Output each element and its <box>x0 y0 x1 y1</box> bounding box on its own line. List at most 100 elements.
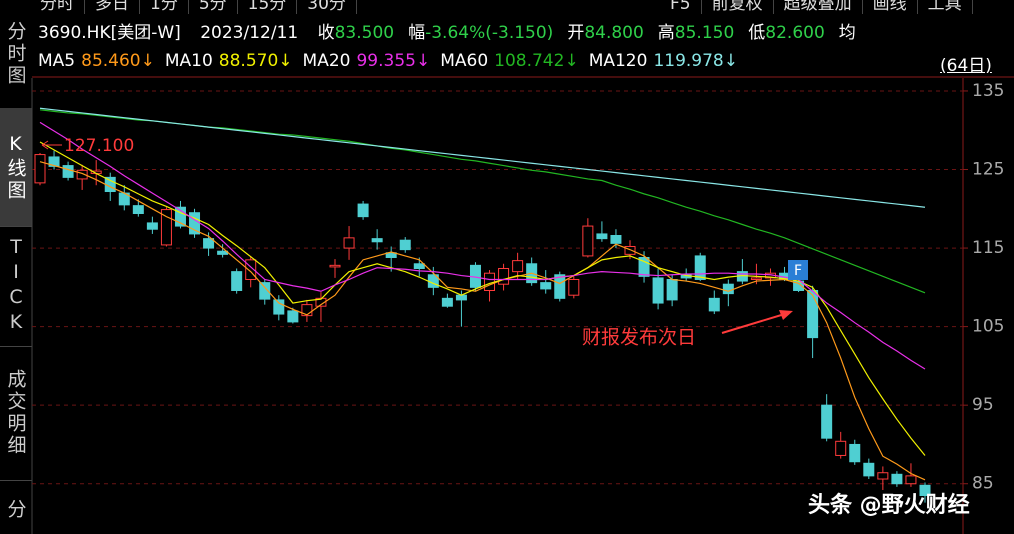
candle-body <box>203 238 215 249</box>
candle-body <box>455 294 467 301</box>
y-tick-label: 95 <box>972 395 994 415</box>
y-tick-label: 85 <box>972 474 994 494</box>
candle-body <box>132 205 144 215</box>
candle-body <box>189 212 201 235</box>
tab[interactable]: 1分 <box>140 0 189 14</box>
quote-label: 均 <box>838 23 856 43</box>
candle-body <box>891 473 903 485</box>
candle-body <box>259 282 271 300</box>
candle-body <box>554 274 566 299</box>
legend-name: MA5 <box>38 51 76 71</box>
candle-body <box>273 299 285 315</box>
max-label: 127.100 <box>64 136 134 156</box>
symbol: 3690.HK[美团-W] <box>38 23 181 43</box>
candle-body <box>877 472 889 480</box>
ma-line <box>39 141 926 456</box>
legend-value: 108.742↓ <box>494 51 579 71</box>
candle-body <box>722 283 734 295</box>
watermark: 头条 @野火财经 <box>808 492 970 518</box>
candle-body <box>329 264 341 268</box>
candle-body <box>694 255 706 280</box>
period-button[interactable]: (64日) <box>940 56 992 76</box>
candle-body <box>750 277 762 280</box>
tab-bar: 分时 多日 1分 5分 15分 30分 <box>30 0 357 14</box>
candle-body <box>357 203 369 218</box>
side-tab[interactable]: 成交明细 <box>0 346 32 481</box>
candle-body <box>821 404 833 439</box>
tab[interactable]: 5分 <box>189 0 238 14</box>
candle-body <box>568 278 580 296</box>
candle-body <box>596 233 608 240</box>
ma-line <box>39 121 926 370</box>
date: 2023/12/11 <box>200 23 299 43</box>
y-tick-label: 115 <box>972 238 1004 258</box>
tab[interactable]: 分时 <box>30 0 85 14</box>
y-tick-label: 125 <box>972 160 1004 180</box>
candle-body <box>863 462 875 477</box>
candle-body <box>231 271 243 291</box>
event-arrowhead <box>779 310 793 320</box>
candle-body <box>540 282 552 290</box>
side-label: K线图 <box>4 132 27 202</box>
tool[interactable]: F5 <box>660 0 702 14</box>
quote-label: 幅 <box>408 23 426 43</box>
ma-line <box>39 161 926 481</box>
candle-body <box>441 297 453 307</box>
candle-body <box>371 238 383 243</box>
legend-name: MA60 <box>440 51 489 71</box>
y-tick-label: 135 <box>972 81 1004 101</box>
ma-line <box>39 107 926 208</box>
side-tab[interactable]: TICK <box>0 226 32 347</box>
quote-value: 84.800 <box>584 23 644 43</box>
candle-body <box>301 304 313 317</box>
candle-body <box>638 256 650 277</box>
legend-name: MA120 <box>588 51 648 71</box>
legend-value: 99.355↓ <box>356 51 431 71</box>
side-label: 分时图 <box>4 21 27 87</box>
side-label: 成交明细 <box>4 369 27 457</box>
event-label: 财报发布次日 <box>582 327 696 349</box>
tool[interactable]: 画线 <box>863 0 918 14</box>
tab[interactable]: 15分 <box>238 0 298 14</box>
tab[interactable]: 多日 <box>85 0 140 14</box>
candle-body <box>512 260 524 273</box>
quote-value: 85.150 <box>674 23 735 43</box>
candle-body <box>835 440 847 456</box>
candle-body <box>287 310 299 323</box>
ma-legend: MA5 85.460↓ MA10 88.570↓ MA20 99.355↓ MA60 108.… <box>38 51 738 71</box>
side-tab[interactable]: K线图 <box>0 108 32 227</box>
quote-label: 收 <box>317 23 335 43</box>
quote-label: 高 <box>657 23 675 43</box>
candle-body <box>919 484 931 497</box>
annotation-arrowhead <box>41 140 49 150</box>
candle-body <box>905 475 917 485</box>
event-arrow <box>721 312 789 334</box>
candle-body <box>62 165 74 178</box>
tool[interactable]: 前复权 <box>702 0 774 14</box>
candle-body <box>413 263 425 269</box>
candle-body <box>399 239 411 251</box>
tab[interactable]: 30分 <box>297 0 357 14</box>
legend-name: MA20 <box>302 51 351 71</box>
tool[interactable]: 超级叠加 <box>774 0 863 14</box>
candle-body <box>146 222 158 230</box>
candle-body <box>498 267 510 285</box>
side-label: TICK <box>5 236 27 336</box>
candle-body <box>582 225 594 257</box>
quote-header: 3690.HK[美团-W] 2023/12/11 收83.500 幅-3.64%(… <box>38 18 856 43</box>
candle-body <box>624 245 636 255</box>
legend-value: 88.570↓ <box>218 51 293 71</box>
candle-body <box>610 234 622 244</box>
candle-body <box>160 209 172 246</box>
candle-body <box>666 278 678 301</box>
side-tab[interactable]: 分 <box>0 480 32 534</box>
candle-body <box>245 259 257 280</box>
quote-value: 83.500 <box>334 23 395 43</box>
legend-value: 85.460↓ <box>81 51 155 71</box>
marker-label: F <box>794 263 802 279</box>
quote-value: -3.64%(-3.150) <box>425 23 554 43</box>
marker-box[interactable] <box>788 260 808 280</box>
candle-body <box>849 443 861 463</box>
tool[interactable]: 工具 <box>918 0 973 14</box>
candle-body <box>652 277 664 304</box>
